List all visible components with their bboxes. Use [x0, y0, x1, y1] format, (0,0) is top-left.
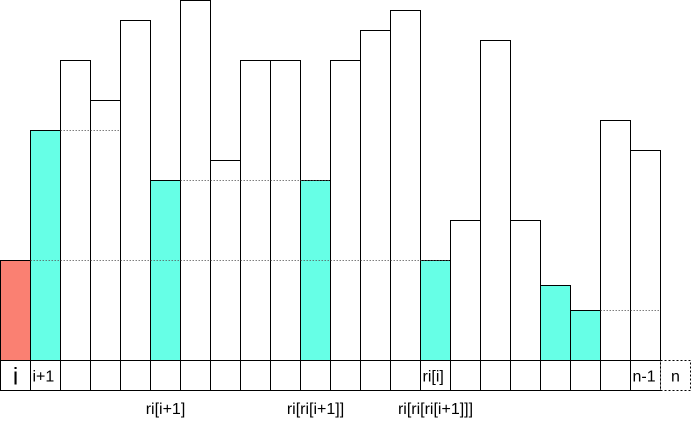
bar-20: [600, 120, 631, 361]
index-cell-3: [90, 360, 121, 391]
bar-0-start: [0, 260, 31, 361]
index-cell-6: [180, 360, 211, 391]
index-cell-7: [210, 360, 241, 391]
bar-3: [90, 100, 121, 361]
bar-21: [630, 150, 661, 361]
index-cell-8: [240, 360, 271, 391]
bar-14-highlighted: [420, 260, 451, 361]
cell-label-1: i+1: [33, 369, 55, 386]
below-label-0: ri[i+1]: [146, 401, 186, 418]
below-label-1: ri[ri[i+1]]: [287, 401, 344, 418]
bar-8: [240, 60, 271, 361]
bar-4: [120, 20, 151, 361]
bar-10-highlighted: [300, 180, 331, 361]
bars-layer: [0, 0, 661, 361]
cell-label-0: i: [13, 364, 18, 391]
cell-label-2: ri[i]: [423, 369, 444, 386]
index-cell-20: [600, 360, 631, 391]
index-cell-21: [630, 360, 661, 391]
index-cell-16: [480, 360, 511, 391]
bar-9: [270, 60, 301, 361]
index-cell-2: [60, 360, 91, 391]
index-cell-18: [540, 360, 571, 391]
index-cell-13: [390, 360, 421, 391]
bar-19-highlighted: [570, 310, 601, 361]
index-cell-17: [510, 360, 541, 391]
bar-17: [510, 220, 541, 361]
bar-2: [60, 60, 91, 361]
cell-label-3: n-1: [633, 369, 656, 386]
guides-layer: [30, 130, 661, 311]
index-cell-10: [300, 360, 331, 391]
index-cell-0: [0, 360, 31, 391]
labels-layer: i i+1 ri[i] n-1 n ri[i+1] ri[ri[i+1]] ri[ri[ri[…: [13, 364, 680, 419]
index-cell-11: [330, 360, 361, 391]
cell-label-n: n: [671, 369, 680, 386]
index-cell-5: [150, 360, 181, 391]
bar-1-highlighted: [30, 130, 61, 361]
bar-12: [360, 30, 391, 361]
index-cell-12: [360, 360, 391, 391]
index-cell-15: [450, 360, 481, 391]
index-cell-19: [570, 360, 601, 391]
bar-11: [330, 60, 361, 361]
index-cell-4: [120, 360, 151, 391]
bar-15: [450, 220, 481, 361]
index-cell-14: [420, 360, 451, 391]
bar-5-highlighted: [150, 180, 181, 361]
index-cell-1: [30, 360, 61, 391]
bar-18-highlighted: [540, 285, 571, 361]
index-cell-9: [270, 360, 301, 391]
bar-16: [480, 40, 511, 361]
index-cells-layer: [0, 360, 691, 391]
below-label-2: ri[ri[ri[i+1]]]: [398, 401, 473, 418]
bar-13: [390, 10, 421, 361]
